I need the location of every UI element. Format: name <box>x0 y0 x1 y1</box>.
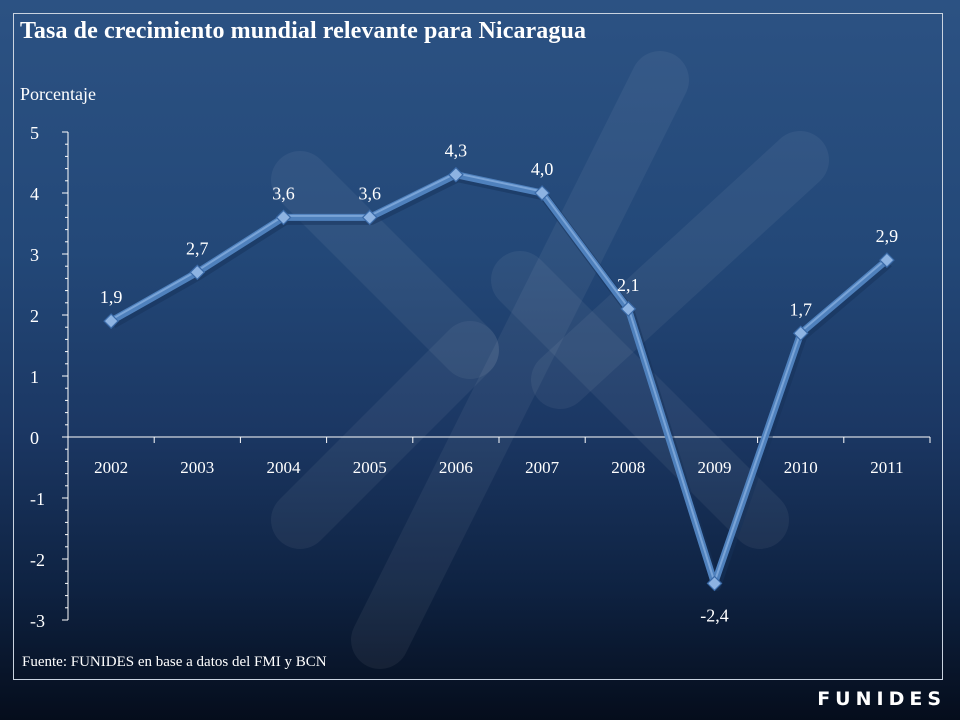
marker-layer <box>103 166 895 592</box>
source-note: Fuente: FUNIDES en base a datos del FMI … <box>22 654 327 670</box>
y-tick-label: 5 <box>30 123 39 143</box>
data-point-marker <box>534 185 550 201</box>
data-point-marker <box>620 301 637 317</box>
x-tick-label: 2007 <box>525 458 560 477</box>
x-tick-label: 2005 <box>353 458 387 477</box>
x-tick-label: 2006 <box>439 458 473 477</box>
chart-title: Tasa de crecimiento mundial relevante pa… <box>20 18 587 44</box>
data-label: 3,6 <box>358 183 381 203</box>
y-tick-label: -2 <box>30 550 45 570</box>
data-point-marker <box>103 313 119 329</box>
y-tick-label: 4 <box>30 184 39 204</box>
series-line-layer <box>109 171 892 591</box>
data-label: 1,9 <box>100 287 123 307</box>
x-tick-label: 2003 <box>180 458 214 477</box>
funides-logo: FUNIDES <box>817 688 946 710</box>
y-tick-label: 3 <box>30 245 39 265</box>
data-label: 2,7 <box>186 238 209 258</box>
data-label: 2,1 <box>617 275 640 295</box>
data-point-marker <box>275 209 292 226</box>
slide-frame <box>13 13 943 680</box>
y-tick-label: 2 <box>30 306 39 326</box>
x-tick-label: 2002 <box>94 458 128 477</box>
data-point-marker <box>879 252 895 268</box>
y-tick-label: -3 <box>30 611 45 631</box>
y-tick-label: 1 <box>30 367 39 387</box>
x-tick-label: 2004 <box>267 458 302 477</box>
data-label: 1,7 <box>789 299 812 319</box>
data-label: 2,9 <box>876 226 899 246</box>
x-tick-label: 2010 <box>784 458 818 477</box>
label-layer: 1,9 2,7 3,6 3,6 4,3 4,0 2,1 -2,4 1,7 2,9 <box>100 141 898 626</box>
data-label: 4,0 <box>531 159 554 179</box>
axis-layer: -3 -2 -1 0 1 2 3 4 5 2002 2003 2004 2005 2006 2007 2008… <box>30 123 931 631</box>
data-label: -2,4 <box>700 605 729 625</box>
y-tick-label: 0 <box>30 428 39 448</box>
data-label: 3,6 <box>272 183 295 203</box>
x-tick-label: 2009 <box>698 458 732 477</box>
data-point-marker <box>706 575 723 592</box>
series-line-highlight <box>110 172 888 583</box>
y-tick-label: -1 <box>30 489 45 509</box>
data-label: 4,3 <box>445 141 468 161</box>
data-point-marker <box>448 166 464 183</box>
data-point-marker <box>189 264 206 281</box>
data-point-marker <box>361 209 378 226</box>
series-line <box>109 171 890 587</box>
series-line-shadow <box>110 173 892 591</box>
x-tick-label: 2008 <box>611 458 645 477</box>
y-axis-label: Porcentaje <box>20 84 96 104</box>
data-point-marker <box>792 325 809 342</box>
x-tick-label: 2011 <box>870 458 903 477</box>
